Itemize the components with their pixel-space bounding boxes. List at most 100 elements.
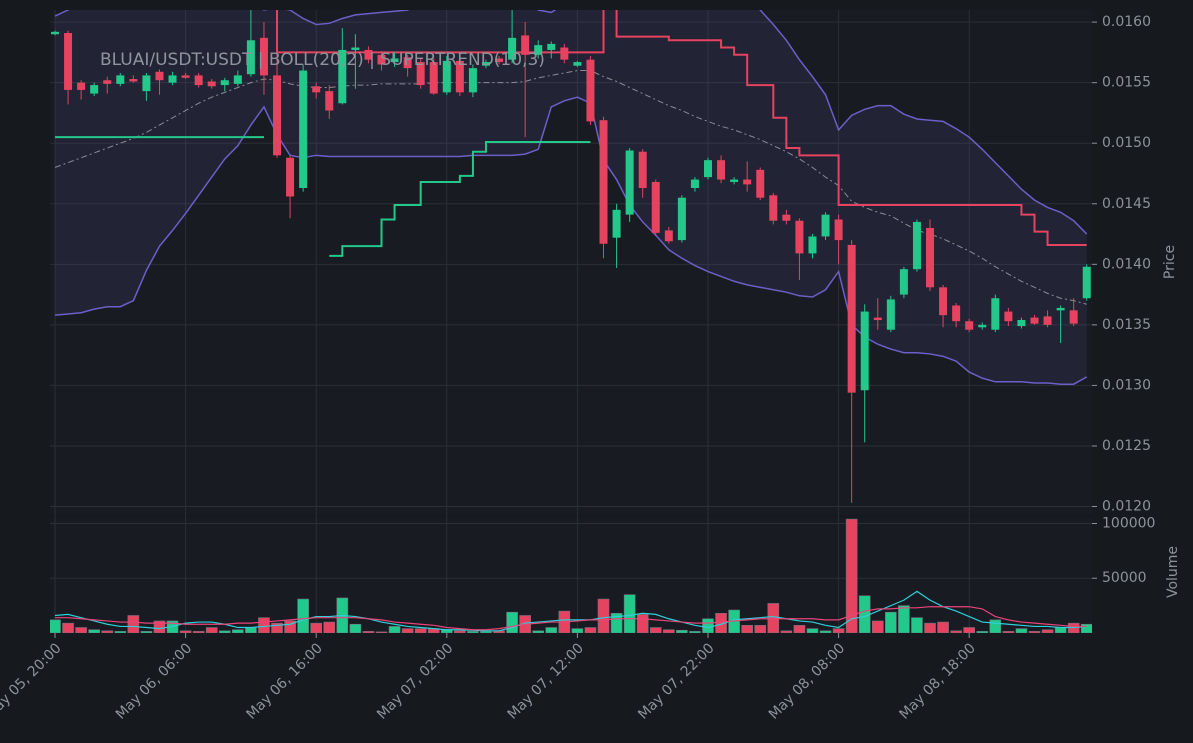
volume-bar [414,628,427,633]
candle-body [717,160,726,180]
candle-body [51,31,59,35]
candle-body [233,75,242,84]
volume-bar [362,631,375,633]
volume-bar [702,618,714,633]
candle-body [325,91,334,111]
candle-body [207,81,216,87]
candle-body [939,287,948,316]
volume-bar [114,631,127,633]
candle-body [168,75,177,83]
candle-body [64,33,73,90]
candle-body [77,82,86,90]
volume-bar [1080,623,1092,633]
y-tick-label: 0.0140 [1102,256,1151,272]
volume-bar [480,631,492,633]
volume-bar [375,631,388,633]
supertrend-line [329,141,591,257]
volume-bar [1028,631,1041,633]
candle-body [220,80,229,86]
x-tick-label: May 08, 18:00 [897,640,979,722]
candle-body [821,214,830,237]
candle-body [194,75,203,86]
volume-plot [50,518,1092,633]
volume-bar [597,598,610,633]
volume-bar [349,623,362,633]
y-tick-label: 0.0155 [1102,75,1151,91]
volume-bar [950,630,962,633]
volume-bar [871,620,884,633]
band-line [54,10,1088,235]
volume-bar [649,627,662,633]
volume-bar [101,630,114,633]
candle-body [782,214,791,221]
volume-bar [571,628,584,633]
candle-body [677,197,686,241]
volume-bar [297,598,309,633]
volume-bar [584,627,597,633]
candle-body [286,157,295,197]
volume-bar [832,628,845,633]
candle-body [155,71,164,81]
volume-bar [532,630,545,633]
candle-body [926,227,935,288]
candle-body [273,75,282,156]
x-tick-label: May 07, 02:00 [374,640,456,722]
volume-bar [218,630,231,633]
candle-body [116,75,125,84]
candle-body [860,311,869,391]
candle-body [638,151,647,189]
volume-bar [467,631,479,633]
candle-body [1030,317,1039,324]
candle-body [547,43,556,50]
candle-body [299,70,308,189]
volume-bar [401,628,414,633]
volume-bar [780,630,793,633]
candle-body [390,58,399,63]
volume-bar [205,627,218,633]
volume-bar [741,625,753,633]
candle-body [834,219,843,241]
volume-bar [245,627,257,633]
volume-bar [258,617,270,633]
volume-bar [610,612,623,633]
candle-body [1043,316,1052,325]
candle-body [625,150,634,215]
candle-body [991,298,1000,330]
candle-body [1017,320,1026,327]
volume-bar [963,627,976,633]
volume-bar [676,629,688,633]
band-line [54,96,1088,385]
candle-body [808,236,817,254]
candle-body [795,220,804,254]
volume-bar [806,628,819,633]
y-tick-label: 0.0145 [1102,196,1151,212]
candle-body [978,324,987,328]
candle-body [1056,307,1065,311]
candle-body [952,305,961,322]
y-tick-label: 0.0160 [1102,14,1151,30]
candle-body [508,37,517,60]
supertrend-line [276,10,1087,246]
volume-ma-line [54,590,1087,632]
volume-bar [924,622,936,633]
volume-bar [454,630,466,633]
volume-ma-line [55,606,1087,631]
volume-bar [232,629,244,633]
candle-body [416,62,425,86]
volume-bar [885,611,897,633]
candle-body [730,179,739,182]
candle-body [364,49,373,60]
candle-body [338,49,347,104]
candle-body [1004,311,1013,322]
volume-bar [62,622,74,633]
volume-bar [310,622,323,633]
volume-bar [976,631,989,633]
candle-body [651,181,660,233]
volume-bar [689,631,701,633]
volume-bar [153,620,166,633]
volume-bar [663,629,675,633]
volume-bar [179,630,192,633]
y-tick-label: 0.0125 [1102,438,1151,454]
volume-bar [937,621,949,633]
candle-body [442,60,451,93]
